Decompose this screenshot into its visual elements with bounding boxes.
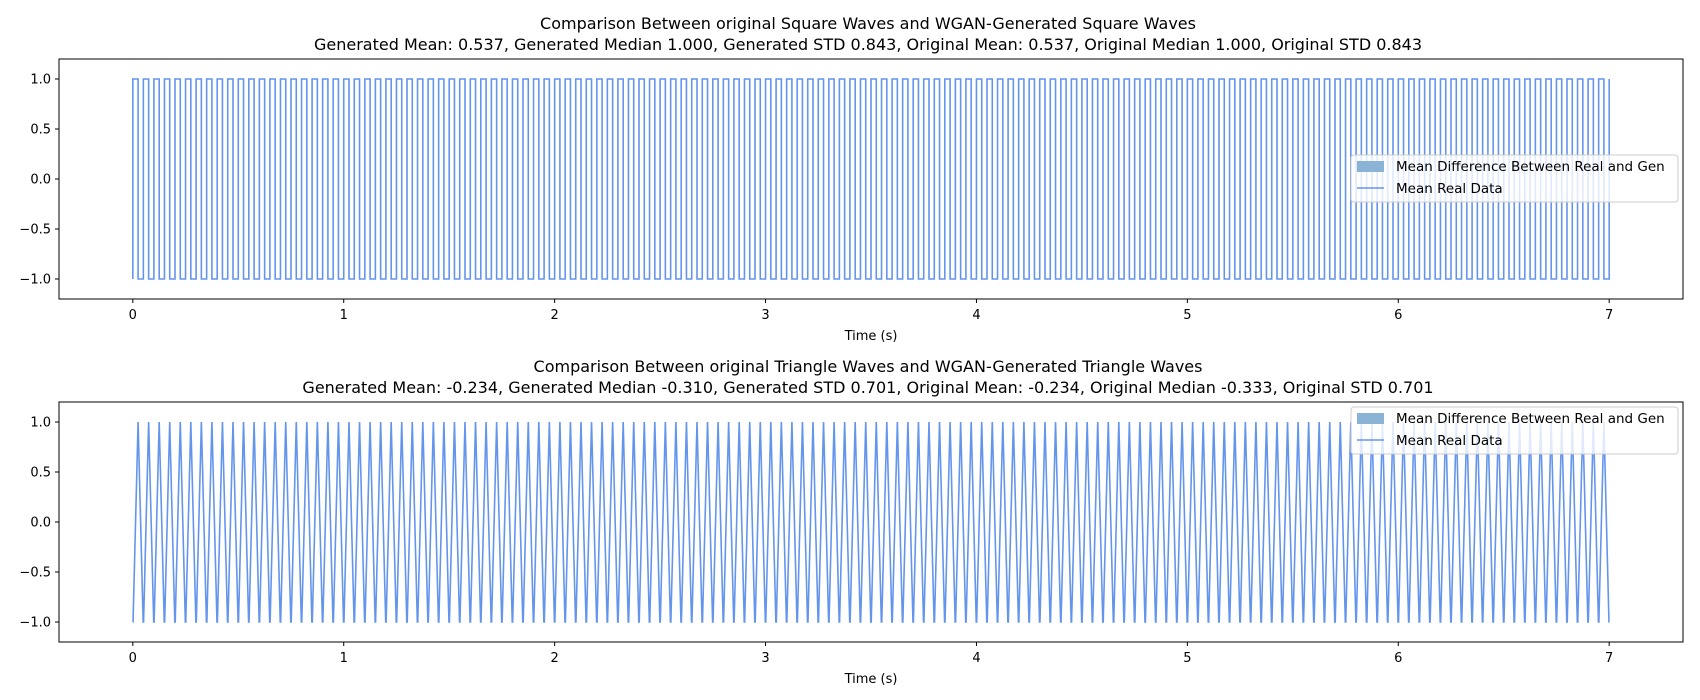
x-tick-label: 3 [761, 308, 769, 323]
x-axis-label: Time (s) [844, 329, 898, 344]
x-tick-label: 2 [550, 651, 558, 666]
x-tick-label: 7 [1605, 651, 1613, 666]
plot-frame [58, 58, 1684, 300]
legend: Mean Difference Between Real and Gen Mea… [1350, 406, 1679, 455]
x-axis: 0 1 2 3 4 5 6 7 [129, 299, 1613, 323]
y-tick-label: −1.0 [19, 273, 51, 288]
x-tick-label: 7 [1605, 308, 1613, 323]
y-tick-label: −0.5 [19, 223, 51, 238]
legend-label-mean-real-data: Mean Real Data [1396, 433, 1503, 449]
legend-label-mean-real-data: Mean Real Data [1396, 181, 1503, 197]
legend-box [1350, 154, 1679, 203]
series-line-mean-real-data [132, 421, 1610, 623]
series-line-mean-real-data [132, 78, 1610, 280]
plot-frame [58, 401, 1684, 643]
y-axis: −1.0 −0.5 0.0 0.5 1.0 [19, 73, 59, 288]
legend-swatch-fill [1357, 161, 1384, 172]
x-tick-label: 6 [1394, 651, 1402, 666]
plot-area [132, 78, 1610, 280]
chart-subtitle: Generated Mean: 0.537, Generated Median … [314, 35, 1422, 54]
wave-layer [132, 78, 1610, 280]
wave-layer [132, 421, 1610, 623]
triangle-wave-chart: Comparison Between original Triangle Wav… [19, 357, 1684, 687]
y-axis: −1.0 −0.5 0.0 0.5 1.0 [19, 416, 59, 631]
y-tick-label: 0.0 [30, 516, 51, 531]
x-tick-label: 5 [1183, 308, 1191, 323]
y-tick-label: −1.0 [19, 616, 51, 631]
x-axis-label: Time (s) [844, 672, 898, 687]
legend-swatch-fill [1357, 413, 1384, 424]
legend: Mean Difference Between Real and Gen Mea… [1350, 154, 1679, 203]
chart-title: Comparison Between original Triangle Wav… [534, 357, 1203, 376]
y-tick-label: 1.0 [30, 73, 51, 88]
x-tick-label: 4 [972, 651, 980, 666]
y-tick-label: 1.0 [30, 416, 51, 431]
legend-label-mean-difference: Mean Difference Between Real and Gen [1396, 159, 1665, 175]
x-tick-label: 0 [129, 651, 137, 666]
plot-area [132, 421, 1610, 623]
y-tick-label: −0.5 [19, 566, 51, 581]
x-tick-label: 0 [129, 308, 137, 323]
x-tick-label: 6 [1394, 308, 1402, 323]
legend-label-mean-difference: Mean Difference Between Real and Gen [1396, 411, 1665, 427]
x-tick-label: 5 [1183, 651, 1191, 666]
y-tick-label: 0.5 [30, 466, 51, 481]
x-tick-label: 4 [972, 308, 980, 323]
y-tick-label: 0.5 [30, 123, 51, 138]
x-tick-label: 1 [340, 651, 348, 666]
x-tick-label: 3 [761, 651, 769, 666]
chart-subtitle: Generated Mean: -0.234, Generated Median… [302, 378, 1433, 397]
y-tick-label: 0.0 [30, 173, 51, 188]
x-tick-label: 1 [340, 308, 348, 323]
square-wave-chart: Comparison Between original Square Waves… [19, 14, 1684, 344]
x-tick-label: 2 [550, 308, 558, 323]
legend-box [1350, 406, 1679, 455]
x-axis: 0 1 2 3 4 5 6 7 [129, 642, 1613, 666]
chart-title: Comparison Between original Square Waves… [540, 14, 1196, 33]
